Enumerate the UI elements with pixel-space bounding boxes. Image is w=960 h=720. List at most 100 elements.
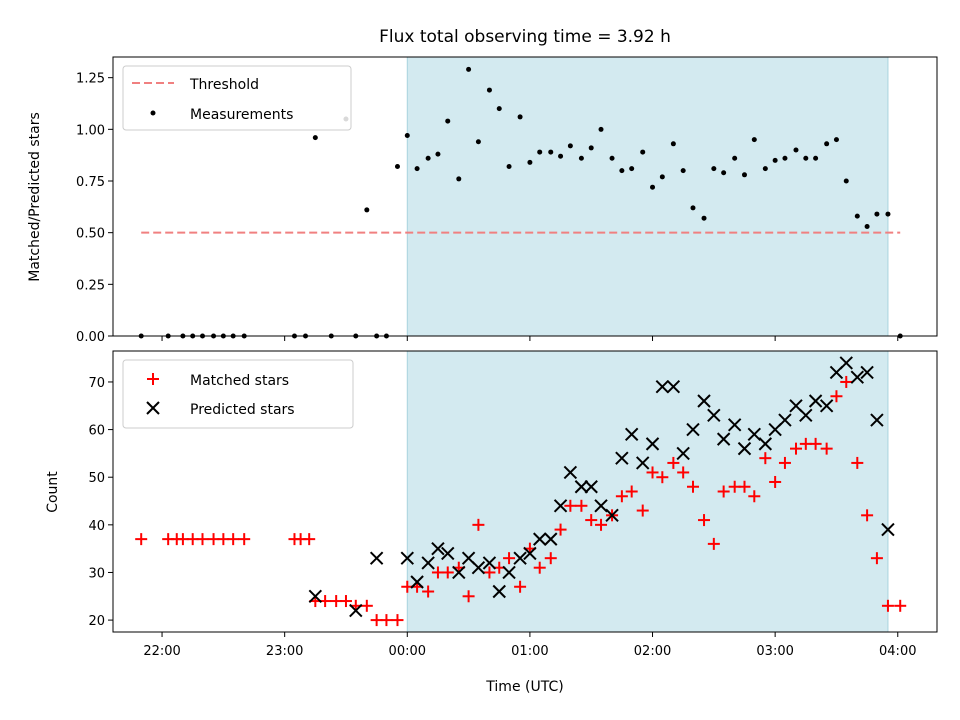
predicted-star-point [574,480,589,494]
predicted-star-point [584,480,598,494]
matched-star-point [339,595,352,608]
matched-star-point [636,504,649,517]
measurement-point [364,207,370,213]
predicted-star-point [676,446,690,461]
matched-star-point [698,514,711,527]
measurement-point [701,215,707,221]
matched-star-point [686,480,699,493]
measurement-point [824,141,830,147]
measurement-point [506,164,512,170]
bottom-panel-frame [112,350,938,633]
predicted-star-point [839,356,853,370]
matched-star-point [360,599,373,612]
x-tick-label: 03:00 [756,644,793,659]
matched-star-point [778,456,791,469]
top-panel-frame [112,56,938,337]
chart-title: Flux total observing time = 3.92 h [379,27,671,47]
measurement-point [680,168,686,174]
matched-star-point [503,552,516,565]
predicted-star-point [410,575,424,589]
predicted-star-point [636,456,650,470]
measurement-point [659,174,665,180]
bottom-legend: Matched stars Predicted stars [122,359,354,429]
measurement-point [475,139,481,145]
top-y-tick-label: 0.25 [76,278,105,293]
predicted-star-point [707,408,721,423]
top-observing-window [406,56,889,337]
measurement-point [751,137,757,143]
predicted-star-point [594,499,608,513]
measurement-point [394,164,400,170]
matched-star-point [303,533,316,546]
matched-star-point [472,518,485,531]
matched-star-point [861,509,874,522]
predicted-star-point [533,532,547,546]
predicted-star-point [349,603,363,618]
top-y-tick-label: 1.00 [76,123,105,138]
bottom-y-axis-label: Count [45,471,61,513]
measurement-point [404,133,410,139]
measurement-point [517,114,523,120]
predicted-star-point [605,508,619,523]
matched-star-point [894,599,907,612]
measurement-point [741,172,747,178]
matched-star-point [820,442,833,455]
matched-star-point [830,390,843,403]
measurement-point [435,151,441,157]
matched-star-point [707,537,720,550]
predicted-star-point [544,532,558,546]
matched-star-point [422,585,435,598]
matched-star-point [483,566,496,579]
measurement-point [486,87,492,93]
predicted-star-point [850,370,865,384]
bottom-y-tick-label: 20 [88,614,105,629]
measurement-point [854,213,860,219]
measurement-point [425,155,431,161]
matched-star-point [135,533,148,546]
measurement-point [312,135,318,141]
matched-star-point [544,552,557,565]
predicted-star-point [686,422,700,437]
x-tick-label: 02:00 [634,644,671,659]
predicted-star-point [758,437,773,451]
predicted-star-point [624,427,639,442]
matched-star-point [462,590,475,603]
bottom-y-tick-label: 30 [88,566,105,581]
predicted-star-point [799,408,813,423]
predicted-star-point [492,584,506,599]
bottom-y-tick-label: 40 [88,519,105,534]
matched-star-point [840,375,853,388]
predicted-star-point [716,432,731,446]
matched-star-point [789,442,802,455]
matched-star-point [748,490,761,503]
x-tick-label: 01:00 [511,644,548,659]
predicted-star-point [870,413,884,427]
matched-star-point [759,452,772,465]
predicted-star-point [737,441,752,456]
matched-star-point [575,499,588,512]
predicted-star-point [666,380,681,394]
measurement-point [772,157,778,163]
measurement-point [650,184,656,190]
top-y-tick-label: 0.50 [76,227,105,242]
measurement-point [864,223,870,229]
predicted-star-point [819,399,834,413]
matched-star-point [717,485,730,498]
top-panel: 0.00 0.25 0.50 0.75 1.00 1.25 Matched/Predict… [27,56,938,345]
matched-star-point [646,466,659,479]
matched-star-point [238,533,251,546]
predicted-legend-marker [146,401,160,415]
predicted-star-point [697,394,711,408]
measurement-point [762,166,768,172]
matched-legend-label: Matched stars [190,373,289,389]
predicted-legend-label: Predicted stars [190,402,295,418]
bottom-observing-window [406,350,889,633]
matched-star-point [677,466,690,479]
predicted-star-point [808,394,823,408]
predicted-star-point [778,413,792,427]
predicted-star-point [452,565,466,580]
bottom-panel: 20 30 40 50 60 70 22:00 23:00 00:00 01:00 02:00 03:… [45,350,938,695]
matched-star-point [380,614,393,627]
measurement-point [619,168,625,174]
predicted-star-point [471,560,486,575]
